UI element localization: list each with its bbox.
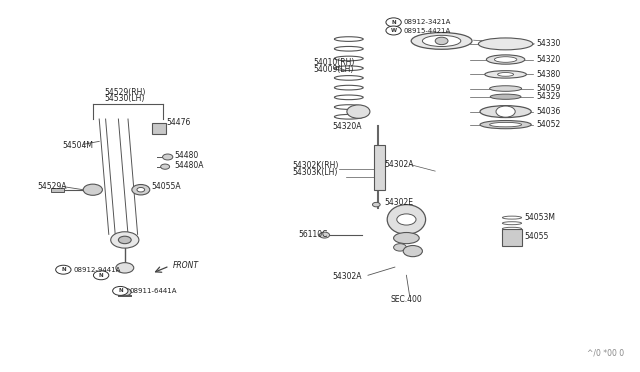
Text: 54036: 54036 bbox=[536, 107, 561, 116]
Text: FRONT: FRONT bbox=[173, 262, 199, 270]
Ellipse shape bbox=[480, 106, 531, 118]
Circle shape bbox=[118, 236, 131, 244]
Text: 08912-9441A: 08912-9441A bbox=[74, 267, 121, 273]
Text: 54052: 54052 bbox=[536, 120, 561, 129]
Circle shape bbox=[161, 164, 170, 169]
Text: 56110C: 56110C bbox=[298, 230, 328, 239]
Text: 08911-6441A: 08911-6441A bbox=[130, 288, 177, 294]
Ellipse shape bbox=[480, 121, 531, 129]
Ellipse shape bbox=[490, 122, 522, 127]
Text: N: N bbox=[391, 20, 396, 25]
Text: 54009(LH): 54009(LH) bbox=[314, 65, 354, 74]
Ellipse shape bbox=[490, 94, 521, 99]
Ellipse shape bbox=[498, 73, 514, 76]
Text: 08915-4421A: 08915-4421A bbox=[403, 28, 451, 33]
Ellipse shape bbox=[479, 38, 533, 50]
Circle shape bbox=[93, 271, 109, 280]
Circle shape bbox=[132, 185, 150, 195]
Text: N: N bbox=[118, 288, 123, 294]
Text: 54480A: 54480A bbox=[174, 161, 204, 170]
Ellipse shape bbox=[486, 55, 525, 64]
Text: 54302E: 54302E bbox=[384, 198, 413, 207]
Text: 54529(RH): 54529(RH) bbox=[104, 88, 145, 97]
Circle shape bbox=[113, 286, 128, 295]
Text: N: N bbox=[99, 273, 104, 278]
Text: 54303K(LH): 54303K(LH) bbox=[292, 169, 338, 177]
Text: ^/0 *00 0: ^/0 *00 0 bbox=[587, 348, 624, 357]
Ellipse shape bbox=[387, 205, 426, 234]
Text: 54055: 54055 bbox=[525, 232, 549, 241]
Circle shape bbox=[116, 263, 134, 273]
FancyBboxPatch shape bbox=[502, 229, 522, 246]
Circle shape bbox=[118, 288, 131, 296]
Text: W: W bbox=[390, 28, 397, 33]
Circle shape bbox=[435, 37, 448, 45]
Text: 54059: 54059 bbox=[536, 84, 561, 93]
Text: 54330: 54330 bbox=[536, 39, 561, 48]
Text: 54053M: 54053M bbox=[525, 213, 556, 222]
Circle shape bbox=[111, 232, 139, 248]
Circle shape bbox=[386, 18, 401, 27]
Text: 54476: 54476 bbox=[166, 118, 191, 126]
Circle shape bbox=[83, 184, 102, 195]
Circle shape bbox=[319, 232, 330, 238]
Text: 54530(LH): 54530(LH) bbox=[104, 94, 145, 103]
Circle shape bbox=[394, 244, 406, 251]
Circle shape bbox=[56, 265, 71, 274]
Circle shape bbox=[397, 214, 416, 225]
Text: 54320: 54320 bbox=[536, 55, 561, 64]
Ellipse shape bbox=[422, 35, 461, 46]
Text: 54302A: 54302A bbox=[384, 160, 413, 169]
FancyBboxPatch shape bbox=[152, 123, 166, 134]
Circle shape bbox=[163, 154, 173, 160]
Text: 54380: 54380 bbox=[536, 70, 561, 79]
Text: 54329: 54329 bbox=[536, 92, 561, 101]
Text: N: N bbox=[61, 267, 66, 272]
Circle shape bbox=[137, 187, 145, 192]
Text: SEC.400: SEC.400 bbox=[390, 295, 422, 304]
Text: 54529A: 54529A bbox=[37, 182, 67, 191]
Circle shape bbox=[372, 202, 380, 207]
Text: 54010(RH): 54010(RH) bbox=[314, 58, 355, 67]
Circle shape bbox=[403, 246, 422, 257]
Text: 08912-3421A: 08912-3421A bbox=[403, 19, 451, 25]
Text: 54480: 54480 bbox=[174, 151, 198, 160]
FancyBboxPatch shape bbox=[374, 145, 385, 190]
Ellipse shape bbox=[490, 86, 522, 92]
Text: 54302K(RH): 54302K(RH) bbox=[292, 161, 339, 170]
Ellipse shape bbox=[394, 232, 419, 244]
Text: 54302A: 54302A bbox=[333, 272, 362, 280]
Ellipse shape bbox=[485, 71, 526, 78]
Circle shape bbox=[496, 106, 515, 117]
Circle shape bbox=[386, 26, 401, 35]
Text: 54320A: 54320A bbox=[333, 122, 362, 131]
Ellipse shape bbox=[412, 33, 472, 49]
FancyBboxPatch shape bbox=[51, 188, 64, 192]
Text: 54055A: 54055A bbox=[151, 182, 180, 191]
Text: 54504M: 54504M bbox=[63, 141, 93, 150]
Ellipse shape bbox=[495, 57, 517, 62]
Circle shape bbox=[347, 105, 370, 118]
